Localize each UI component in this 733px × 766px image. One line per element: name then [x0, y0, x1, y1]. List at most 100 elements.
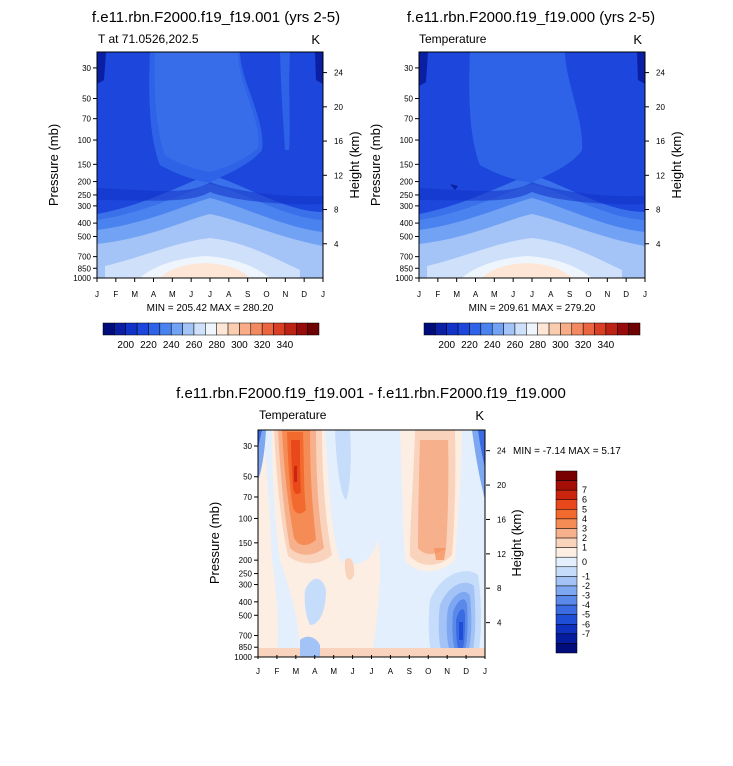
colorbar-swatch [555, 595, 578, 606]
colorbar-swatch [571, 322, 584, 336]
colorbar-label: 200 [438, 340, 455, 351]
xtick-label: A [226, 290, 232, 299]
ytick-label: 500 [78, 232, 92, 241]
colorbar-label: 6 [582, 495, 587, 505]
colorbar-swatch [284, 322, 297, 336]
height-tick-label: 24 [656, 69, 665, 78]
colorbar-swatch [423, 322, 436, 336]
xtick-label: J [351, 667, 355, 676]
panel-1-stratos-light [154, 52, 259, 172]
xtick-label: N [604, 290, 610, 299]
colorbar-swatch [239, 322, 252, 336]
height-tick-label: 16 [656, 137, 665, 146]
panel-2-upper-light [469, 52, 583, 182]
colorbar-label: -2 [582, 581, 590, 591]
height-tick-label: 12 [656, 171, 665, 180]
panel-2-band-7 [482, 263, 572, 278]
ytick-label: 300 [78, 202, 92, 211]
xtick-label: S [567, 290, 572, 299]
height-tick-label: 16 [497, 515, 506, 524]
panel-1-ylabel: Pressure (mb) [46, 124, 61, 206]
height-tick-label: 4 [497, 619, 502, 628]
height-tick-label: 8 [334, 206, 339, 215]
xtick-label: D [623, 290, 629, 299]
panel-3-stats: MIN = -7.14 MAX = 5.17 [513, 446, 621, 457]
xtick-label: S [407, 667, 412, 676]
colorbar-swatch [617, 322, 629, 336]
xtick-label: J [511, 290, 515, 299]
ytick-label: 70 [404, 115, 413, 124]
xtick-label: J [189, 290, 193, 299]
colorbar-swatch [193, 322, 206, 336]
colorbar-swatch [555, 470, 578, 481]
ytick-label: 1000 [234, 653, 252, 662]
ytick-label: 500 [400, 232, 414, 241]
xtick-label: F [435, 290, 440, 299]
panel-2-stats: MIN = 209.61 MAX = 279.20 [469, 303, 596, 314]
xtick-label: O [585, 290, 591, 299]
colorbar-swatch [555, 566, 578, 577]
colorbar-swatch [205, 322, 217, 336]
panel-2-left-edge [419, 52, 428, 86]
height-tick-label: 24 [497, 447, 506, 456]
colorbar-label: -4 [582, 600, 590, 610]
colorbar-label: -5 [582, 610, 590, 620]
panel-2-ylabel: Pressure (mb) [368, 124, 383, 206]
colorbar-label: 4 [582, 514, 587, 524]
colorbar-swatch [503, 322, 516, 336]
colorbar-swatch [114, 322, 126, 336]
height-tick-label: 12 [497, 550, 506, 559]
colorbar-swatch [555, 633, 578, 644]
colorbar-swatch [555, 614, 578, 625]
panel-3-on-2 [418, 440, 449, 554]
xtick-label: M [131, 290, 138, 299]
ytick-label: 850 [400, 264, 414, 273]
height-tick-label: 4 [334, 240, 339, 249]
panel-3-warm-0 [258, 430, 279, 657]
colorbar-swatch [435, 322, 447, 336]
xtick-label: M [491, 290, 498, 299]
xtick-label: J [643, 290, 647, 299]
xtick-label: J [417, 290, 421, 299]
panel-1: f.e11.rbn.F2000.f19_f19.001 (yrs 2-5) T … [46, 9, 362, 351]
ytick-label: 250 [239, 570, 253, 579]
panel-3-plot-area [257, 429, 486, 658]
panel-3-right-axis: Height (km) 4 8 12 16 20 24 [486, 447, 524, 628]
colorbar-label: 1 [582, 543, 587, 553]
ytick-label: 300 [239, 581, 253, 590]
colorbar-swatch [628, 322, 641, 336]
height-tick-label: 20 [497, 481, 506, 490]
colorbar-label: 340 [598, 340, 615, 351]
ytick-label: 700 [400, 253, 414, 262]
panel-3-left-label: Temperature [259, 408, 327, 422]
colorbar-label: -7 [582, 629, 590, 639]
colorbar-swatch [102, 322, 115, 336]
colorbar-label: 2 [582, 533, 587, 543]
colorbar-label: 300 [552, 340, 569, 351]
colorbar-label: 320 [575, 340, 592, 351]
panel-2-title: f.e11.rbn.F2000.f19_f19.000 (yrs 2-5) [407, 9, 655, 26]
ytick-label: 400 [400, 219, 414, 228]
colorbar-swatch [491, 322, 504, 336]
panel-1-pole-streak [280, 52, 290, 150]
panel-2-y-axis: Pressure (mb) 30 50 70 100 150 200 250 300 400 50… [368, 64, 419, 283]
panel-3-cold-left [258, 430, 266, 480]
colorbar-swatch [273, 322, 286, 336]
colorbar-swatch [469, 322, 482, 336]
colorbar-swatch [582, 322, 595, 336]
ytick-label: 850 [78, 264, 92, 273]
panel-3-surface-cold [300, 636, 320, 657]
ytick-label: 200 [400, 178, 414, 187]
panel-3-cold-left-2 [258, 430, 262, 448]
panel-1-upper-dark [97, 52, 323, 214]
ytick-label: 50 [404, 95, 413, 104]
panel-3-ylabel-right: Height (km) [509, 509, 524, 576]
xtick-label: J [256, 667, 260, 676]
panel-1-plot-area [96, 51, 324, 279]
colorbar-label: -1 [582, 571, 590, 581]
panel-1-ylabel-right: Height (km) [347, 131, 362, 198]
xtick-label: J [321, 290, 325, 299]
